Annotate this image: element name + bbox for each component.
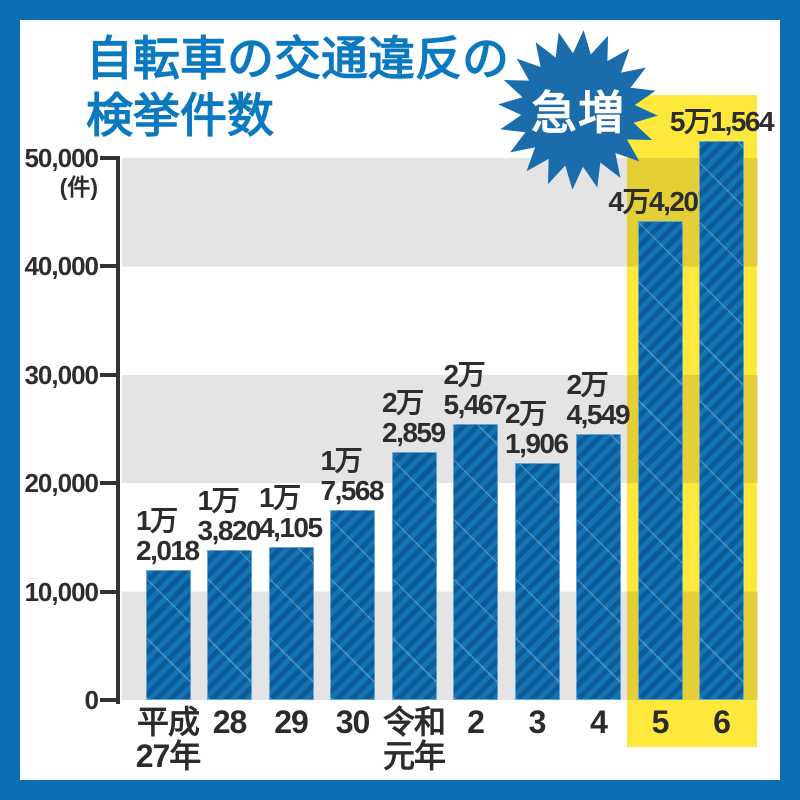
bar-value-label: 2万 5,467: [443, 359, 508, 420]
bar-28: [207, 550, 252, 700]
y-axis-tick: [100, 698, 120, 702]
x-axis-label: 平成 27年: [135, 704, 202, 774]
y-axis-tick: [100, 589, 120, 594]
y-axis-tick: [100, 481, 120, 486]
bars-layer: 1万 2,018 平成 27年 1万 3,820 28 1万 4,105 29 1万 7,5…: [122, 107, 775, 774]
bar-value-label: 1万 2,018: [136, 505, 200, 566]
bar-29: [268, 547, 314, 700]
y-axis-tick: [100, 156, 120, 160]
bar-value-label: 2万 1,906: [505, 398, 569, 459]
bar-value-label: 1万 7,568: [320, 445, 385, 506]
y-axis-label: 0: [84, 685, 99, 715]
x-axis-label: 28: [212, 704, 248, 740]
bar-value-label: 4万4,207: [608, 186, 713, 217]
y-axis-label: 40,000: [24, 251, 99, 282]
bar-value-label: 2万 2,859: [382, 387, 446, 448]
x-axis-label: 6: [713, 704, 731, 740]
y-axis-line: [116, 158, 120, 704]
bar-value-label: 1万 4,105: [259, 482, 323, 543]
bar-30: [330, 510, 375, 700]
y-axis-tick: [100, 372, 120, 377]
y-axis-label: 20,000: [24, 468, 99, 499]
x-axis-label: 29: [274, 704, 309, 740]
bar-4: [576, 434, 621, 700]
surge-badge: 急増: [497, 29, 659, 191]
bar-2: [453, 424, 498, 700]
bar-令和元年: [391, 452, 437, 700]
bar-6: [699, 141, 744, 700]
bar-平成27年: [145, 570, 191, 700]
surge-badge-label: 急増: [531, 87, 625, 139]
x-axis-label: 2: [467, 704, 485, 740]
chart-title-line1: 自転車の交通違反の: [86, 32, 509, 85]
x-axis-label: 令和 元年: [382, 704, 446, 774]
y-axis-unit: (件): [59, 174, 98, 200]
x-axis-label: 30: [335, 704, 371, 740]
bar-value-label: 5万1,564: [669, 106, 775, 137]
x-axis-label: 5: [651, 704, 670, 740]
bar-value-label: 2万 4,549: [566, 369, 631, 430]
y-axis-label: 10,000: [24, 576, 99, 607]
chart-title-line2: 検挙件数: [86, 89, 274, 142]
x-axis-label: 3: [528, 704, 547, 740]
y-axis-tick: [100, 264, 120, 269]
bar-5: [637, 221, 683, 700]
chart-title: 自転車の交通違反の 検挙件数: [86, 30, 509, 144]
x-axis-label: 4: [590, 704, 608, 740]
y-axis-label: 50,000: [24, 143, 99, 173]
bar-value-label: 1万 3,820: [197, 485, 262, 546]
bar-3: [514, 463, 560, 700]
starburst-icon: [498, 30, 658, 190]
y-axis-label: 30,000: [24, 359, 99, 390]
